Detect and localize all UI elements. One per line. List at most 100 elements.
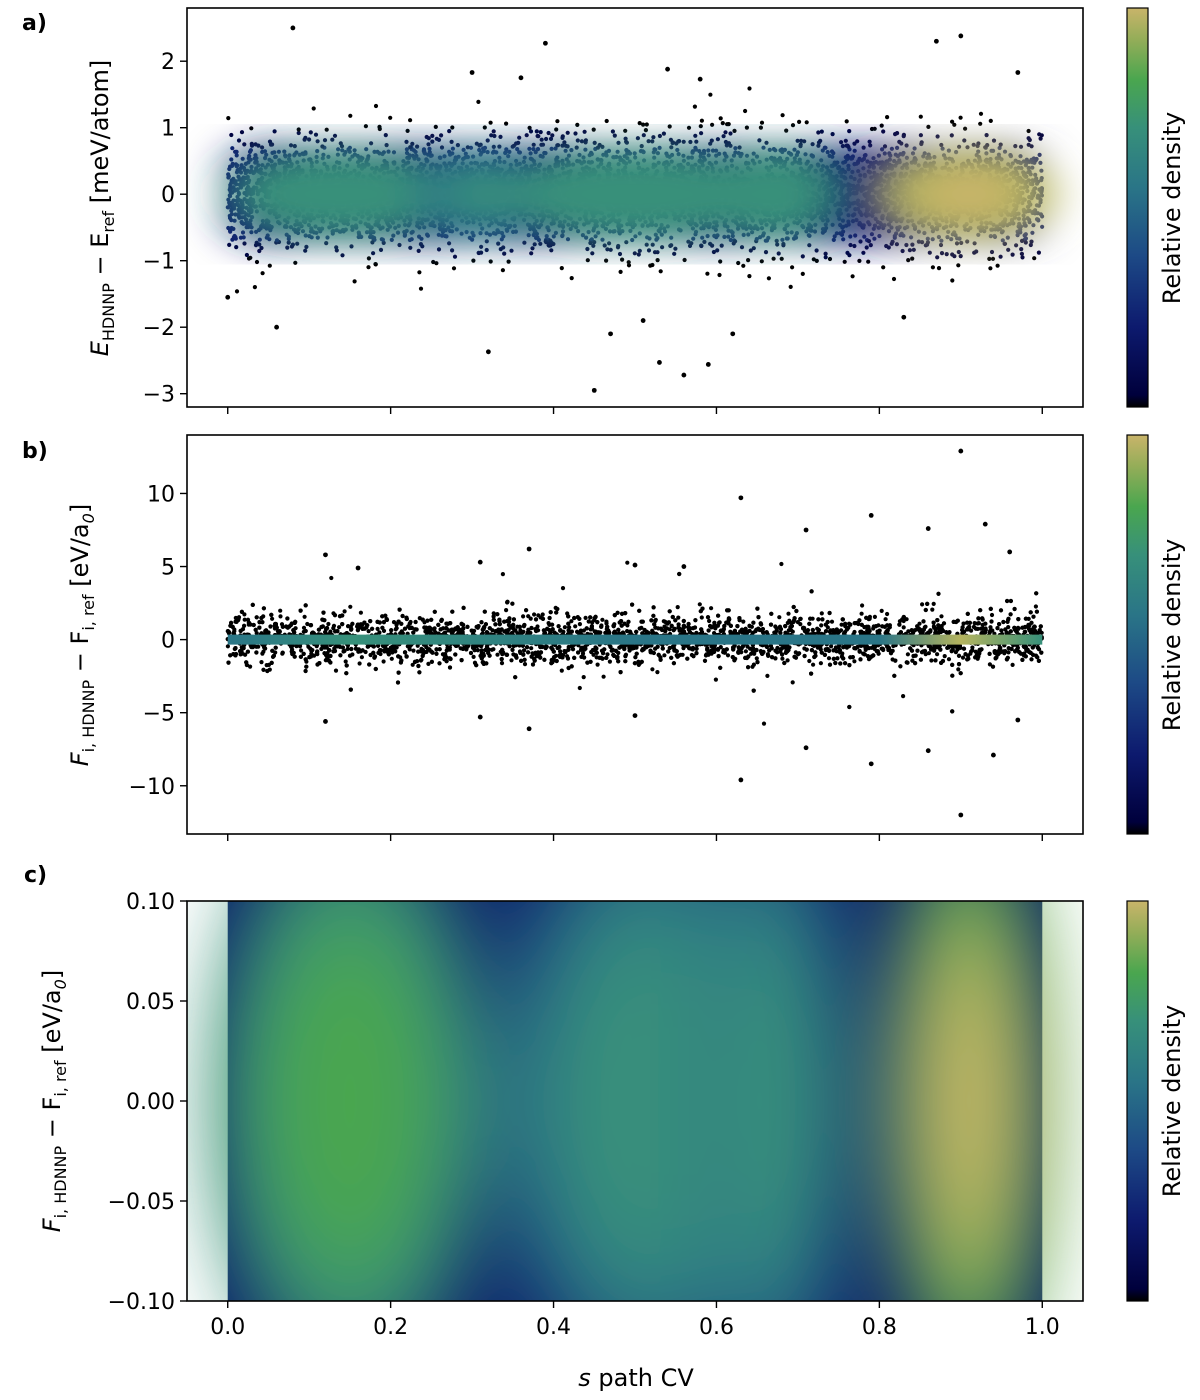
scatter-point: [958, 254, 963, 259]
scatter-point: [952, 122, 957, 127]
scatter-point: [651, 135, 656, 140]
scatter-point: [757, 138, 762, 143]
scatter-point: [1036, 250, 1041, 255]
scatter-point: [424, 134, 429, 140]
scatter-point: [950, 278, 955, 283]
scatter-point: [536, 134, 541, 139]
scatter-point: [373, 262, 378, 267]
scatter-point: [751, 246, 756, 251]
scatter-point: [530, 246, 535, 251]
scatter-point: [623, 136, 628, 141]
scatter-point: [500, 268, 505, 273]
scatter-point: [529, 251, 534, 256]
scatter-point: [911, 247, 916, 252]
scatter-point: [891, 276, 897, 282]
scatter-point: [715, 248, 720, 253]
scatter-point: [524, 133, 529, 138]
scatter-point: [641, 122, 646, 127]
scatter-point: [990, 256, 996, 261]
scatter-point: [546, 130, 551, 136]
scatter-point: [963, 126, 968, 131]
scatter-point: [366, 256, 371, 261]
scatter-point: [907, 248, 913, 253]
scatter-point: [618, 269, 623, 274]
scatter-point: [451, 266, 457, 271]
scatter-point: [650, 262, 655, 268]
scatter-point: [962, 138, 967, 143]
scatter-point: [978, 111, 984, 116]
scatter-point: [864, 245, 869, 250]
scatter-point: [910, 256, 915, 261]
scatter-point: [788, 284, 793, 289]
scatter-point: [672, 251, 677, 256]
scatter-point: [766, 276, 772, 281]
scatter-point: [604, 258, 609, 263]
scatter-point: [260, 271, 265, 276]
scatter-point: [958, 115, 963, 120]
scatter-point: [718, 259, 723, 264]
scatter-point: [869, 126, 875, 132]
scatter-point: [637, 248, 642, 253]
scatter-point: [620, 257, 625, 262]
panel-a-label: a): [22, 11, 47, 36]
scatter-point: [956, 249, 961, 255]
scatter-point: [728, 131, 733, 136]
scatter-point: [669, 243, 674, 248]
scatter-point: [723, 130, 728, 135]
scatter-point: [591, 127, 596, 132]
scatter-point: [900, 248, 905, 254]
scatter-point: [242, 241, 247, 246]
scatter-point: [590, 251, 595, 256]
scatter-point: [565, 130, 570, 135]
scatter-point: [308, 130, 313, 135]
scatter-point: [881, 265, 886, 270]
scatter-point: [978, 121, 983, 126]
scatter-point: [950, 252, 955, 257]
scatter-point: [377, 124, 382, 129]
scatter-point: [257, 248, 262, 254]
scatter-point: [482, 125, 487, 130]
scatter-point: [616, 140, 621, 145]
scatter-point: [430, 139, 435, 144]
scatter-point: [949, 133, 954, 138]
scatter-point: [935, 134, 940, 139]
scatter-point: [491, 129, 496, 134]
scatter-point: [405, 128, 410, 133]
scatter-point: [591, 243, 596, 248]
scatter-point: [371, 251, 376, 256]
scatter-point: [844, 119, 849, 124]
scatter-point: [646, 248, 652, 253]
scatter-point: [746, 258, 751, 263]
scatter-point: [447, 129, 452, 134]
scatter-point: [885, 115, 890, 120]
scatter-point: [1029, 239, 1034, 244]
scatter-point: [739, 245, 745, 250]
scatter-point: [879, 123, 884, 128]
scatter-point: [1026, 142, 1031, 147]
scatter-point: [554, 127, 559, 132]
scatter-point: [315, 139, 320, 144]
scatter-point: [226, 225, 231, 231]
scatter-point: [1038, 136, 1043, 141]
scatter-point: [776, 251, 781, 256]
scatter-point: [538, 130, 543, 135]
scatter-point: [643, 128, 649, 133]
scatter-point: [823, 255, 828, 260]
scatter-point: [509, 248, 514, 253]
scatter-point: [736, 260, 741, 266]
scatter-point: [485, 138, 490, 143]
scatter-point: [692, 104, 698, 109]
scatter-point: [1006, 247, 1011, 252]
scatter-point: [636, 252, 641, 257]
scatter-point: [272, 129, 277, 134]
scatter-point: [517, 135, 522, 140]
scatter-point: [244, 252, 249, 258]
scatter-point: [635, 136, 641, 141]
scatter-point: [657, 133, 663, 139]
scatter-point: [1039, 133, 1044, 138]
scatter-point: [823, 251, 828, 256]
scatter-point: [573, 131, 578, 136]
scatter-point: [1019, 247, 1024, 252]
scatter-point: [919, 140, 924, 145]
scatter-point: [694, 139, 699, 144]
